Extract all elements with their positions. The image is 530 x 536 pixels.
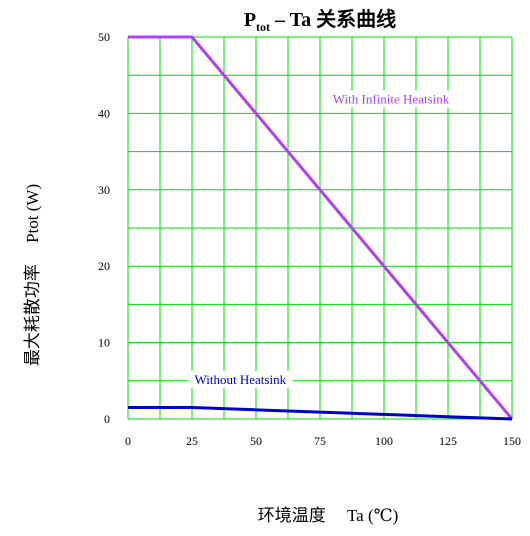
x-tick-label: 100 (375, 434, 393, 448)
x-tick-label: 25 (186, 434, 198, 448)
x-tick-labels: 0 25 50 75 100 125 150 (125, 434, 521, 448)
y-tick-label: 50 (98, 30, 110, 44)
series-label-2: Without Heatsink (195, 372, 287, 387)
x-tick-label: 0 (125, 434, 131, 448)
series-line-1 (128, 35, 514, 420)
x-tick-label: 150 (503, 434, 521, 448)
series-label-background (326, 90, 456, 108)
chart-title-rest: – Ta 关系曲线 (270, 7, 396, 31)
series-lines (128, 35, 514, 421)
chart-title: Ptot – Ta 关系曲线 (244, 7, 396, 34)
series-label-1: With Infinite Heatsink (333, 91, 450, 106)
chart-title-main: P (244, 9, 256, 31)
series-labels: With Infinite Heatsink Without Heatsink (188, 90, 456, 388)
y-tick-label: 30 (98, 183, 110, 197)
chart-title-subscript: tot (256, 20, 270, 34)
series-line-2 (128, 406, 513, 421)
y-axis-label: 最大耗散功率 Ptot (W) (23, 184, 42, 366)
y-tick-label: 40 (98, 106, 110, 120)
x-tick-label: 125 (439, 434, 457, 448)
y-tick-label: 10 (98, 336, 110, 350)
y-tick-label: 20 (98, 259, 110, 273)
x-tick-label: 50 (250, 434, 262, 448)
x-axis-label: 环境温度 Ta (℃) (258, 506, 399, 525)
y-tick-labels: 0 10 20 30 40 50 (98, 30, 110, 426)
x-tick-label: 75 (314, 434, 326, 448)
series-label-background (188, 370, 293, 388)
y-tick-label: 0 (104, 412, 110, 426)
